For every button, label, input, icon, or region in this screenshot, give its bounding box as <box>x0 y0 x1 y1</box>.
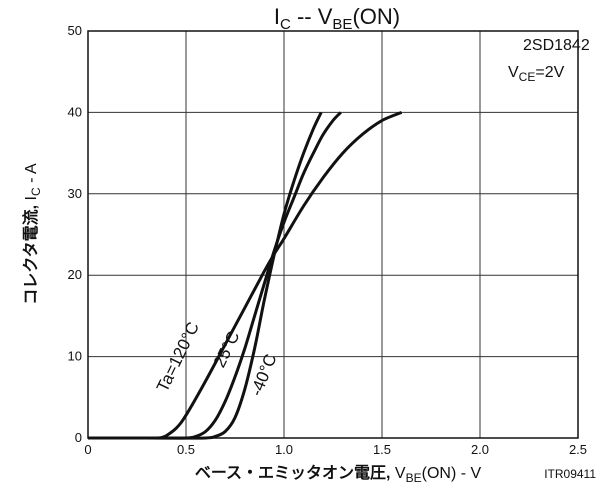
y-axis-ticks: 0 10 20 30 40 50 <box>68 23 82 445</box>
y-tick-label: 20 <box>68 267 82 282</box>
x-tick-label: 1.0 <box>275 442 293 457</box>
plot-frame <box>87 30 579 439</box>
x-tick-label: 1.5 <box>373 442 391 457</box>
test-condition: VCE=2V <box>508 64 565 84</box>
y-tick-label: 40 <box>68 104 82 119</box>
y-tick-label: 0 <box>75 430 82 445</box>
x-tick-label: 2.0 <box>471 442 489 457</box>
chart-title: IC -- VBE(ON) <box>274 4 400 33</box>
y-tick-label: 50 <box>68 23 82 38</box>
x-tick-label: 0 <box>84 442 91 457</box>
device-name: 2SD1842 <box>523 37 590 54</box>
y-tick-label: 10 <box>68 349 82 364</box>
y-axis-label: コレクタ電流, IC - A <box>21 163 43 305</box>
figure-code: ITR09411 <box>544 467 596 481</box>
x-axis-ticks: 0 0.5 1.0 1.5 2.0 2.5 <box>84 442 587 457</box>
x-tick-label: 2.5 <box>569 442 587 457</box>
curve-minus40c <box>87 111 323 440</box>
curve-25c <box>87 111 342 440</box>
y-tick-label: 30 <box>68 186 82 201</box>
x-axis-label: ベース・エミッタオン電圧, VBE(ON) - V <box>195 464 482 485</box>
grid <box>88 31 578 438</box>
x-tick-label: 0.5 <box>177 442 195 457</box>
curves <box>87 111 403 440</box>
